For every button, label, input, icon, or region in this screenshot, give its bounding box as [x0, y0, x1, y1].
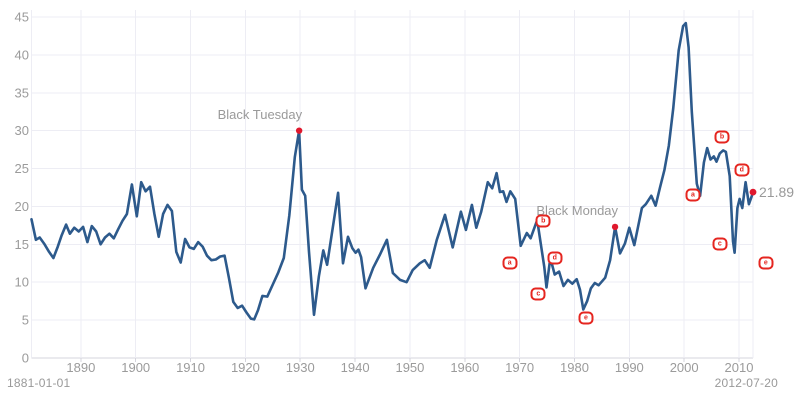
tick-labels: 0 5 10 15 20 25 30 35 40 45 1890 1900 1910 1920 1930 19… — [15, 10, 754, 376]
x-tick-label: 1950 — [395, 360, 424, 375]
annotation-badge-c[interactable]: c — [712, 237, 728, 251]
annotation-badge-d[interactable]: d — [734, 163, 750, 177]
annotation-badge-b[interactable]: b — [535, 214, 551, 228]
event-marker-dot — [611, 223, 619, 231]
x-tick-label: 1910 — [176, 360, 205, 375]
x-tick-label: 1930 — [286, 360, 315, 375]
y-tick-label: 35 — [15, 85, 29, 100]
x-tick-label: 1970 — [505, 360, 534, 375]
y-tick-label: 5 — [22, 313, 29, 328]
x-tick-label: 1960 — [450, 360, 479, 375]
y-tick-label: 40 — [15, 47, 29, 62]
y-tick-label: 45 — [15, 10, 29, 25]
x-tick-label: 1920 — [231, 360, 260, 375]
annotation-badge-a[interactable]: a — [502, 256, 518, 270]
x-tick-label: 2010 — [725, 360, 754, 375]
event-marker-dot — [295, 127, 303, 134]
x-range-start-label: 1881-01-01 — [7, 376, 71, 390]
x-tick-label: 1900 — [121, 360, 150, 375]
annotation-badge-c[interactable]: c — [530, 287, 546, 301]
x-tick-label: 1890 — [66, 360, 95, 375]
cape-series-line[interactable] — [30, 21, 755, 321]
x-tick-label: 2000 — [670, 360, 699, 375]
annotation-badge-b[interactable]: b — [714, 130, 730, 144]
y-tick-label: 15 — [15, 237, 29, 252]
gridlines — [31, 10, 754, 362]
y-tick-label: 25 — [15, 161, 29, 176]
x-tick-label: 1990 — [615, 360, 644, 375]
annotation-badge-d[interactable]: d — [547, 251, 563, 265]
y-tick-label: 30 — [15, 123, 29, 138]
annotation-badge-e[interactable]: e — [578, 311, 594, 325]
y-tick-label: 0 — [22, 351, 29, 366]
y-tick-label: 10 — [15, 275, 29, 290]
x-tick-label: 1980 — [560, 360, 589, 375]
annotation-badge-a[interactable]: a — [685, 188, 701, 202]
x-tick-label: 1940 — [341, 360, 370, 375]
y-tick-label: 20 — [15, 199, 29, 214]
last-value-dot — [749, 188, 757, 196]
annotation-badge-e[interactable]: e — [758, 256, 774, 270]
x-range-end-label: 2012-07-20 — [714, 376, 778, 390]
